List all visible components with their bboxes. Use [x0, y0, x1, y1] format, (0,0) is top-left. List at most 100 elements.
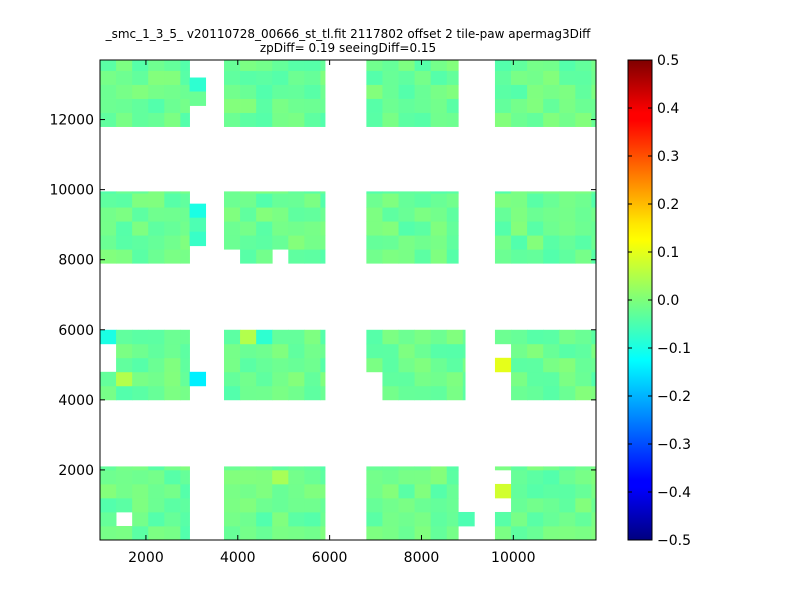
x-tick-label: 8000: [404, 550, 440, 566]
heatmap-cell: [462, 357, 466, 373]
heatmap-cell: [148, 221, 165, 236]
heatmap-cell: [511, 60, 528, 71]
heatmap-cell: [414, 191, 432, 194]
heatmap-cell: [382, 357, 399, 373]
heatmap-cell: [320, 98, 326, 113]
heatmap-cell: [189, 231, 207, 247]
heatmap-cell: [256, 84, 273, 99]
heatmap-cell: [272, 112, 289, 127]
heatmap-cell: [446, 112, 459, 127]
heatmap-cell: [100, 385, 117, 401]
heatmap-cell: [527, 60, 544, 71]
heatmap-cell: [304, 112, 321, 127]
heatmap-cell: [366, 329, 383, 345]
heatmap-cell: [320, 249, 326, 264]
y-tick-label: 8000: [58, 253, 94, 269]
heatmap-cell: [446, 469, 459, 485]
heatmap-cell: [511, 483, 528, 499]
heatmap-cell: [320, 483, 326, 499]
heatmap-cell: [543, 84, 560, 99]
heatmap-cell: [189, 203, 207, 219]
heatmap-cell: [256, 60, 273, 71]
heatmap-cell: [366, 112, 383, 127]
heatmap-cell: [148, 497, 165, 513]
heatmap-cell: [511, 249, 528, 264]
heatmap-cell: [148, 357, 165, 373]
heatmap-cell: [462, 371, 466, 387]
heatmap-cell: [559, 525, 576, 540]
heatmap-cell: [366, 357, 383, 373]
heatmap-cell: [288, 385, 305, 401]
heatmap-cell: [527, 511, 544, 527]
heatmap-cell: [224, 466, 241, 471]
heatmap-cell: [164, 525, 181, 540]
heatmap-cell: [511, 235, 528, 250]
heatmap-cell: [430, 371, 448, 387]
heatmap-cell: [575, 525, 592, 540]
heatmap-cell: [148, 60, 165, 71]
heatmap-cell: [575, 191, 592, 194]
heatmap-cell: [288, 483, 305, 499]
heatmap-cell: [116, 249, 133, 264]
heatmap-cell: [132, 207, 149, 222]
heatmap-cell: [543, 70, 560, 85]
heatmap-cell: [543, 525, 560, 540]
heatmap-cell: [591, 525, 596, 540]
heatmap-cell: [575, 329, 592, 345]
heatmap-cell: [240, 60, 257, 71]
heatmap-cell: [559, 221, 576, 236]
heatmap-cell: [527, 70, 544, 85]
heatmap-cell: [591, 497, 596, 513]
heatmap-cell: [366, 191, 383, 194]
heatmap-cell: [527, 343, 544, 359]
heatmap-cell: [398, 193, 415, 208]
heatmap-cell: [189, 91, 207, 106]
heatmap-cell: [240, 221, 257, 236]
heatmap-cell: [511, 329, 528, 345]
heatmap-cell: [320, 84, 326, 99]
colorbar-tick-label: −0.5: [657, 533, 691, 549]
heatmap-cell: [116, 193, 133, 208]
heatmap-cell: [180, 343, 190, 359]
heatmap-cell: [414, 98, 432, 113]
heatmap-cell: [132, 497, 149, 513]
heatmap-cell: [116, 221, 133, 236]
x-tick-label: 6000: [312, 550, 348, 566]
heatmap-cell: [575, 511, 592, 527]
heatmap-cell: [180, 385, 190, 401]
heatmap-cell: [494, 329, 512, 345]
heatmap-cell: [543, 98, 560, 113]
colorbar-tick-label: 0.0: [657, 293, 679, 309]
heatmap-cell: [288, 357, 305, 373]
heatmap-cell: [398, 60, 415, 71]
heatmap-cell: [148, 249, 165, 264]
heatmap-cell: [591, 343, 596, 359]
heatmap-cell: [494, 221, 512, 236]
heatmap-cell: [559, 70, 576, 85]
heatmap-cell: [180, 98, 190, 113]
heatmap-cell: [446, 60, 459, 71]
heatmap-cell: [414, 357, 432, 373]
heatmap-cell: [591, 193, 596, 208]
heatmap-cell: [527, 191, 544, 194]
heatmap-cell: [527, 207, 544, 222]
heatmap-cell: [366, 525, 383, 540]
heatmap-cell: [240, 385, 257, 401]
heatmap-cell: [543, 112, 560, 127]
heatmap-cell: [256, 483, 273, 499]
heatmap-cell: [559, 483, 576, 499]
heatmap-cell: [446, 193, 459, 208]
heatmap-cell: [116, 371, 133, 387]
heatmap-cell: [446, 329, 464, 345]
heatmap-cell: [398, 483, 415, 499]
heatmap-cell: [288, 511, 305, 527]
heatmap-cell: [148, 191, 165, 194]
heatmap-cell: [304, 193, 321, 208]
heatmap-cell: [398, 207, 415, 222]
heatmap-cell: [164, 98, 181, 113]
heatmap-cell: [224, 511, 241, 527]
y-tick-label: 6000: [58, 323, 94, 339]
heatmap-cell: [575, 371, 592, 387]
heatmap-cell: [320, 469, 326, 485]
heatmap-cell: [100, 235, 117, 250]
